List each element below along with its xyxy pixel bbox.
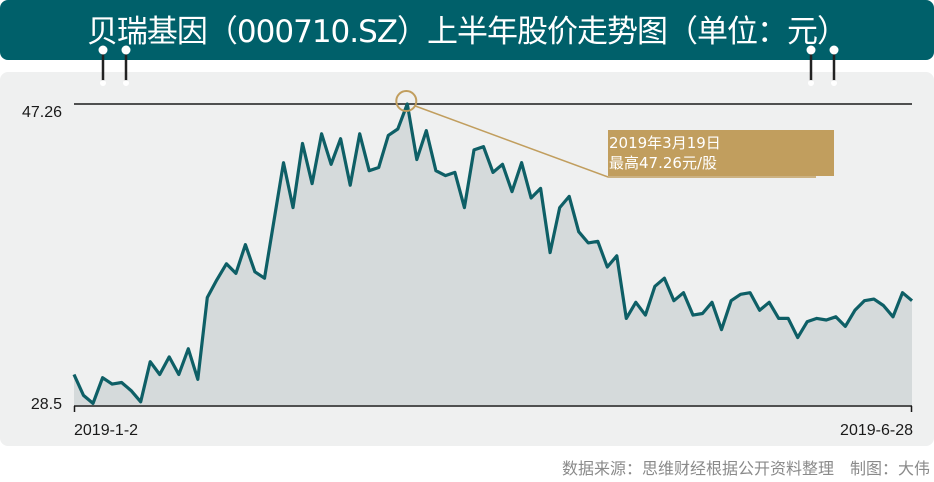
annotation-value: 最高47.26元/股 (609, 154, 717, 172)
pin-foot (100, 80, 106, 86)
y-tick-label: 47.26 (22, 104, 62, 121)
x-tick-label: 2019-6-28 (840, 422, 913, 439)
area-fill (74, 104, 912, 405)
x-tick-label: 2019-1-2 (74, 422, 138, 439)
chart-title: 贝瑞基因（000710.SZ）上半年股价走势图（单位：元） (86, 14, 848, 50)
max-marker-circle (395, 90, 418, 112)
pin-head (806, 45, 816, 55)
pin-foot (808, 80, 814, 86)
pin-foot (831, 80, 837, 86)
pin-foot (123, 80, 129, 86)
pin-head (121, 45, 131, 55)
pin-head (98, 45, 108, 55)
title-bar: 贝瑞基因（000710.SZ）上半年股价走势图（单位：元） (0, 0, 934, 60)
annotation-date: 2019年3月19日 (609, 134, 721, 152)
pin-head (829, 45, 839, 55)
annotation-box (608, 130, 834, 176)
annotation-leader (415, 105, 816, 178)
y-tick-label: 28.5 (31, 396, 62, 413)
source-footer: 数据来源：思维财经根据公开资料整理 制图：大伟 (561, 459, 930, 478)
